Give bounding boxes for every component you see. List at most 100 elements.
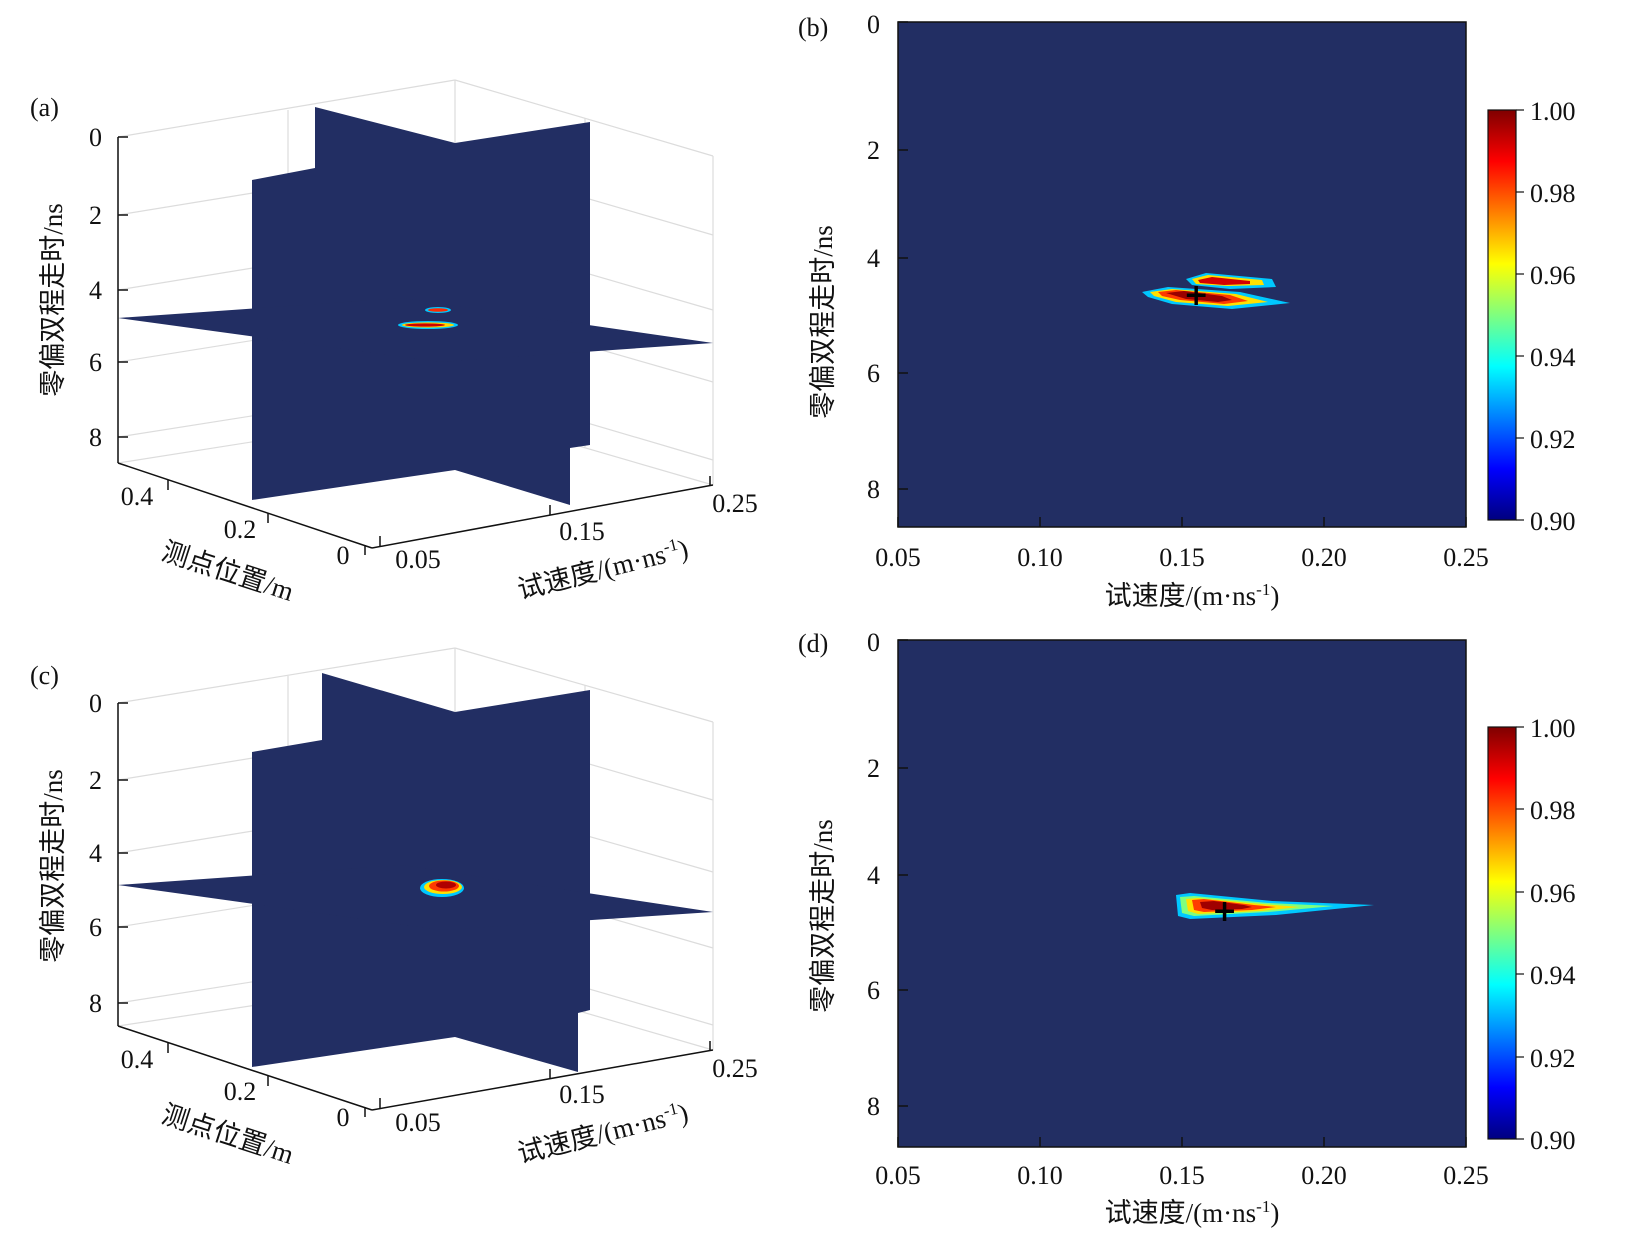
panel-b-x-tick-label: 0.20 — [1301, 543, 1347, 572]
panel-d: (d) + 0 2 4 6 8 0.05 0.10 0.15 — [798, 628, 1576, 1228]
panel-c-peak-region — [420, 879, 464, 897]
panel-a-z-tick-label: 2 — [89, 201, 102, 230]
panel-c-y-axis-label-close: ) — [675, 1098, 691, 1129]
panel-d-y-tick-label: 6 — [867, 976, 880, 1005]
panel-a-x-tick-label: 0.2 — [224, 515, 257, 544]
panel-a-y-axis — [371, 484, 714, 549]
panel-b-colorbar-tick-label: 0.96 — [1530, 261, 1576, 290]
panel-c-y-axis — [371, 1049, 714, 1111]
panel-d-peak-marker: + — [1212, 894, 1237, 929]
panel-b-x-tick-label: 0.15 — [1159, 543, 1205, 572]
panel-b-x-tick-label: 0.05 — [875, 543, 921, 572]
panel-d-colorbar-tick-label: 0.94 — [1530, 961, 1576, 990]
panel-d-colorbar-tick-label: 0.98 — [1530, 796, 1576, 825]
panel-c-x-ticks — [167, 1043, 366, 1117]
panel-b-colorbar — [1487, 109, 1517, 521]
panel-c-y-axis-label-sup: -1 — [661, 1099, 679, 1121]
panel-label-a: (a) — [30, 93, 59, 122]
panel-b-colorbar-tick-label: 0.92 — [1530, 425, 1576, 454]
panel-b-colorbar-tick-label: 0.98 — [1530, 179, 1576, 208]
panel-b-x-tick-label: 0.10 — [1017, 543, 1063, 572]
panel-d-x-tick-label: 0.10 — [1017, 1161, 1063, 1190]
panel-a-z-tick-label: 4 — [89, 276, 102, 305]
panel-b-colorbar-tick-label: 0.90 — [1530, 507, 1576, 536]
panel-d-colorbar-tick-label: 1.00 — [1530, 714, 1576, 743]
panel-a-z-tick-label: 8 — [89, 423, 102, 452]
panel-c-y-tick-label: 0.05 — [395, 1108, 441, 1137]
panel-b-y-tick-label: 2 — [867, 136, 880, 165]
panel-b-x-axis-label: 试速度/(m·ns-1) — [1105, 580, 1280, 611]
panel-b-y-tick-label: 4 — [867, 244, 880, 273]
panel-a-x-axis — [117, 462, 373, 549]
panel-b-y-tick-label: 6 — [867, 359, 880, 388]
panel-b-plot-area — [897, 21, 1467, 528]
panel-a-y-tick-label: 0.25 — [712, 489, 758, 518]
panel-b-peak-region — [1142, 273, 1290, 309]
panel-d-y-axis-label: 零偏双程走时/ns — [808, 819, 838, 1013]
panel-c-z-tick-label: 2 — [89, 766, 102, 795]
panel-c-z-tick-label: 0 — [89, 689, 102, 718]
panel-a-z-axis-label: 零偏双程走时/ns — [38, 203, 68, 397]
panel-d-colorbar-ticks — [1516, 726, 1524, 1140]
panel-label-d: (d) — [798, 629, 828, 658]
panel-a-y-tick-label: 0.05 — [395, 545, 441, 574]
panel-b-colorbar-ticks — [1516, 109, 1524, 521]
panel-c-x-tick-label: 0 — [337, 1103, 350, 1132]
panel-c-y-axis-label-main: 试速度/(m·ns — [514, 1103, 668, 1169]
panel-c-x-axis-label: 测点位置/m — [158, 1099, 297, 1170]
panel-label-b: (b) — [798, 13, 828, 42]
panel-d-ticks — [897, 639, 1467, 1147]
panel-b-y-axis-label: 零偏双程走时/ns — [808, 225, 838, 419]
panel-a-x-tick-label: 0.4 — [121, 482, 154, 511]
panel-d-colorbar-tick-label: 0.96 — [1530, 879, 1576, 908]
panel-a-z-ticks — [118, 136, 128, 438]
panel-a-z-tick-label: 0 — [89, 123, 102, 152]
panel-c-z-tick-label: 6 — [89, 913, 102, 942]
panel-d-x-tick-label: 0.25 — [1443, 1161, 1489, 1190]
panel-label-c: (c) — [30, 661, 59, 690]
panel-d-colorbar — [1487, 726, 1517, 1140]
panel-c-horizontal-slice — [118, 865, 713, 930]
panel-a-y-axis-label-sup: -1 — [661, 535, 679, 557]
panel-d-peak-region — [1176, 893, 1374, 919]
panel-a: (a) — [30, 79, 758, 607]
panel-c-z-tick-label: 8 — [89, 989, 102, 1018]
panel-b-x-axis-label-close: ) — [1270, 581, 1279, 611]
panel-b-colorbar-tick-label: 0.94 — [1530, 343, 1576, 372]
panel-a-y-ticks — [379, 476, 711, 546]
panel-b-ticks — [897, 21, 1467, 527]
panel-d-x-axis-label: 试速度/(m·ns-1) — [1105, 1197, 1280, 1228]
panel-c-y-tick-label: 0.25 — [712, 1054, 758, 1083]
panel-c-z-tick-label: 4 — [89, 839, 102, 868]
panel-d-plot-area — [897, 639, 1467, 1148]
panel-d-colorbar-tick-label: 0.90 — [1530, 1126, 1576, 1155]
panel-b-peak-marker: + — [1184, 278, 1209, 313]
panel-b-y-tick-label: 8 — [867, 475, 880, 504]
panel-d-x-axis-label-main: 试速度/(m·ns — [1105, 1198, 1257, 1228]
panel-d-y-tick-label: 0 — [867, 628, 880, 657]
panel-a-z-tick-label: 6 — [89, 348, 102, 377]
panel-b-x-tick-label: 0.25 — [1443, 543, 1489, 572]
panel-d-x-tick-label: 0.20 — [1301, 1161, 1347, 1190]
panel-c-y-tick-label: 0.15 — [559, 1080, 605, 1109]
panel-a-x-tick-label: 0 — [337, 541, 350, 570]
panel-b-colorbar-tick-label: 1.00 — [1530, 97, 1576, 126]
panel-d-y-tick-label: 2 — [867, 754, 880, 783]
panel-d-x-tick-label: 0.05 — [875, 1161, 921, 1190]
panel-a-x-axis-label: 测点位置/m — [158, 536, 297, 607]
panel-c: (c) — [30, 647, 758, 1170]
panel-c-z-axis-label: 零偏双程走时/ns — [38, 769, 68, 963]
panel-d-y-tick-label: 8 — [867, 1092, 880, 1121]
panel-a-peak-region — [398, 307, 458, 329]
panel-a-y-tick-label: 0.15 — [559, 517, 605, 546]
panel-d-y-tick-label: 4 — [867, 861, 880, 890]
panel-b-y-tick-label: 0 — [867, 10, 880, 39]
panel-c-x-tick-label: 0.4 — [121, 1045, 154, 1074]
panel-c-x-tick-label: 0.2 — [224, 1077, 257, 1106]
panel-c-y-ticks — [379, 1041, 711, 1108]
panel-a-x-ticks — [167, 480, 366, 555]
panel-d-x-axis-label-sup: -1 — [1256, 1197, 1270, 1216]
panel-d-x-tick-label: 0.15 — [1159, 1161, 1205, 1190]
panel-c-x-axis — [117, 1025, 373, 1111]
